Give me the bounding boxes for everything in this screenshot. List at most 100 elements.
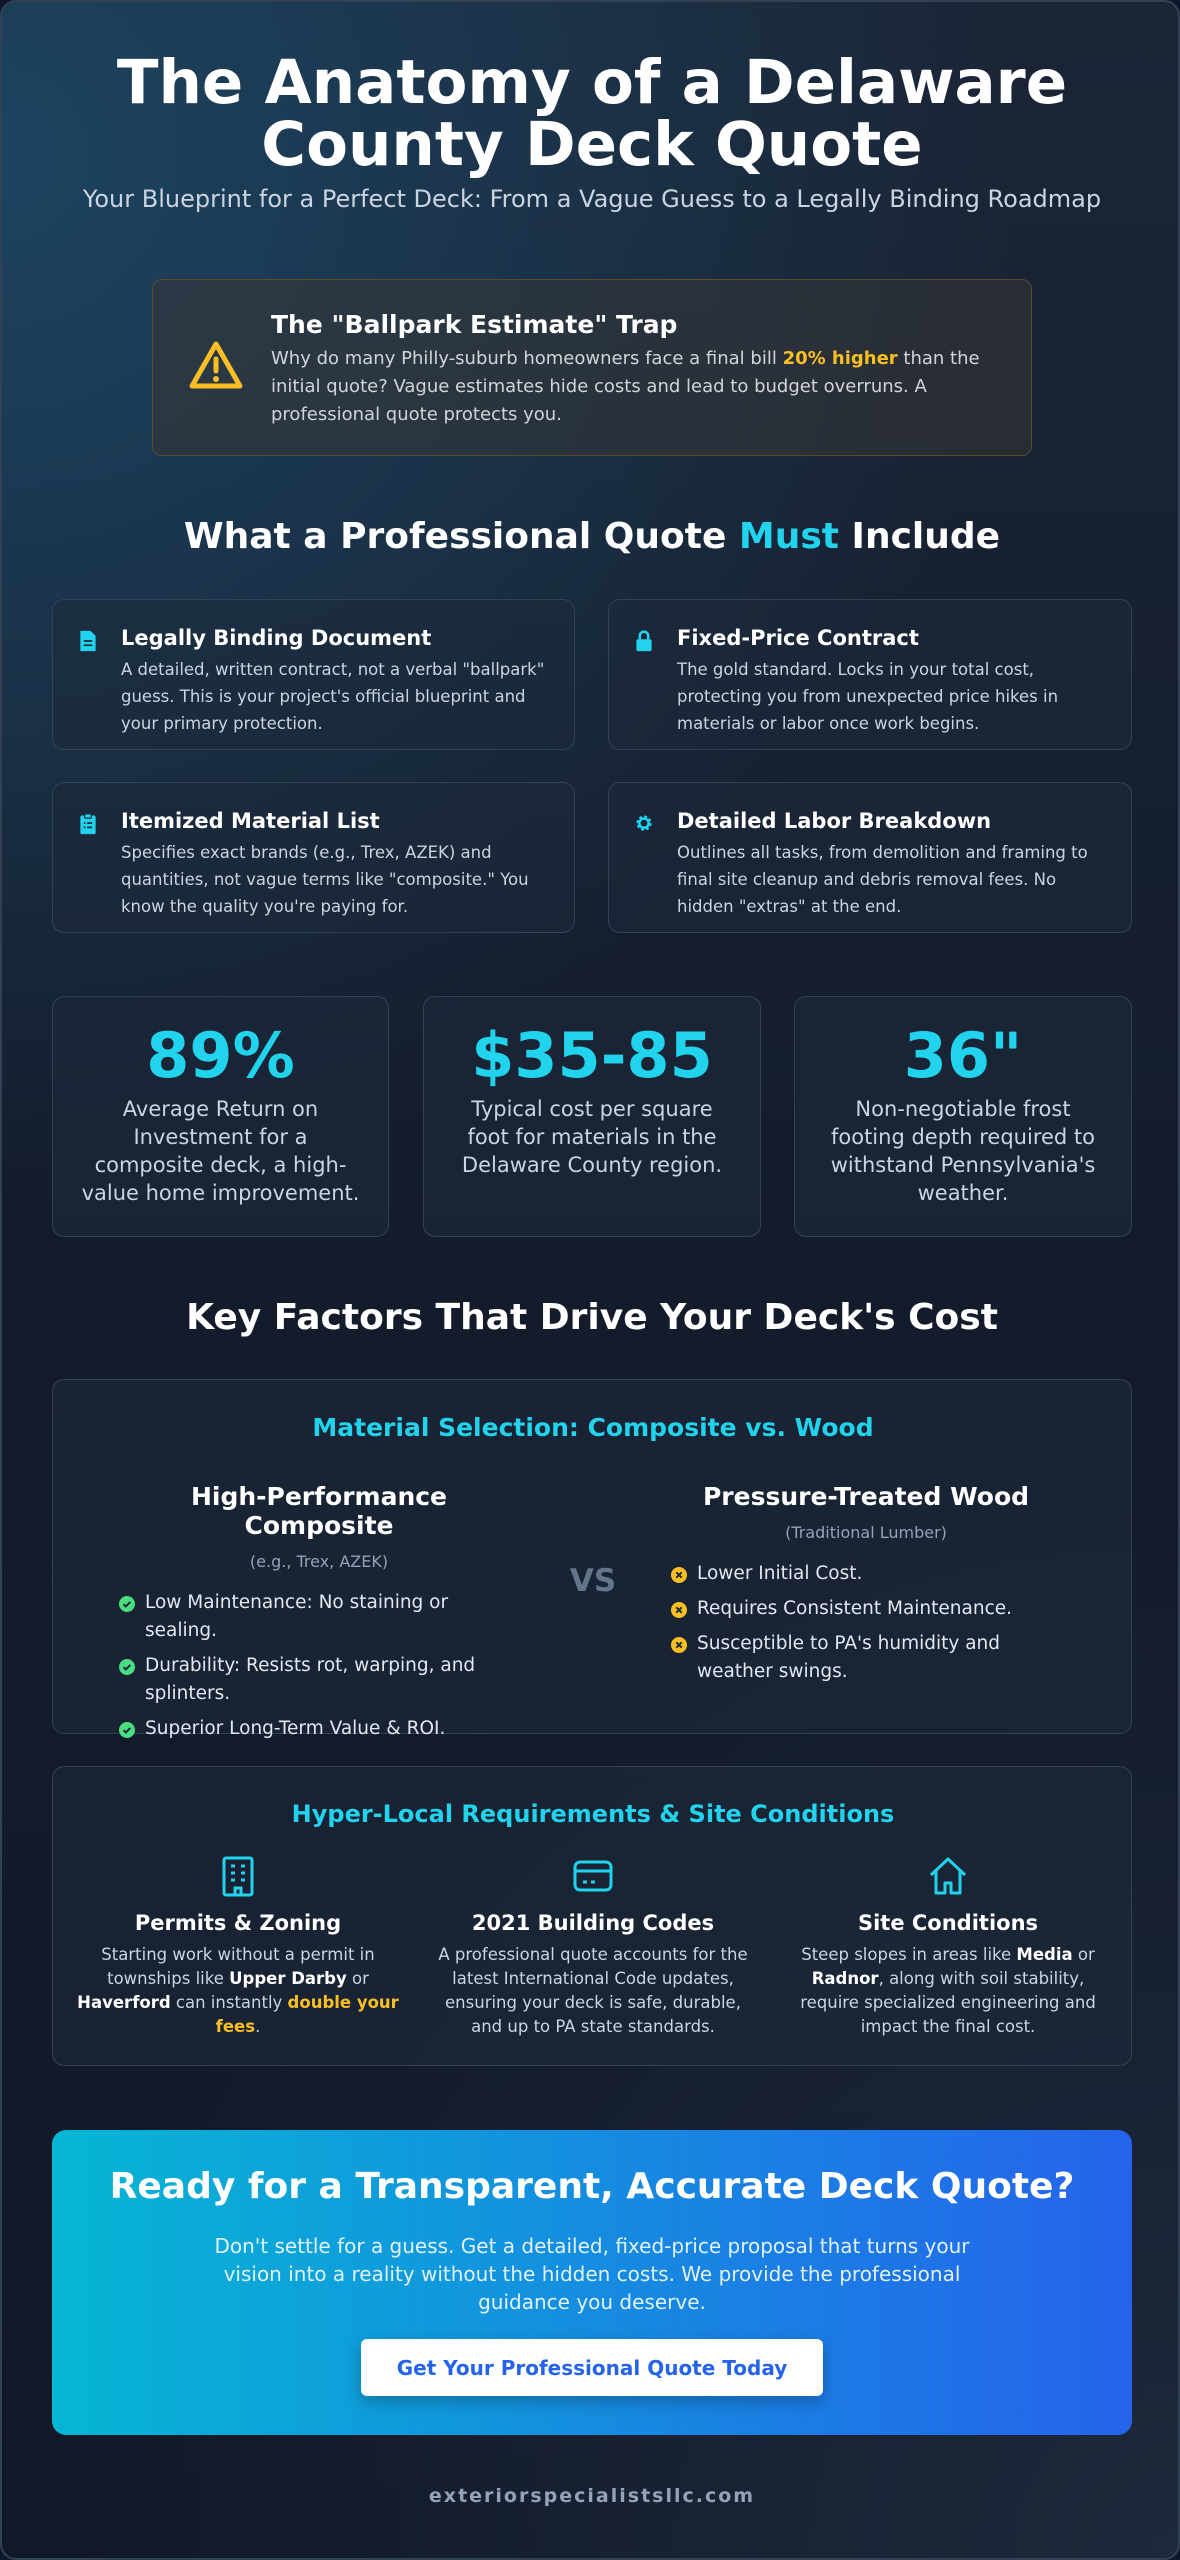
home-icon — [929, 1857, 967, 1895]
cta-title: Ready for a Transparent, Accurate Deck Q… — [109, 2166, 1075, 2207]
stat-label: Non-negotiable frost footing depth requi… — [830, 1097, 1096, 1205]
cta-button[interactable]: Get Your Professional Quote Today — [361, 2339, 823, 2396]
lock-icon — [636, 630, 652, 652]
panel-title: Material Selection: Composite vs. Wood — [312, 1413, 874, 1442]
check-icon — [119, 1596, 135, 1612]
point-text: Lower Initial Cost. — [697, 1563, 863, 1584]
card-title: Legally Binding Document — [121, 626, 432, 650]
stat-label: Typical cost per square foot for materia… — [461, 1097, 723, 1177]
highlight: Must — [738, 516, 840, 557]
stat-value: 36" — [903, 1019, 1023, 1092]
section-heading: Key Factors That Drive Your Deck's Cost — [186, 1297, 998, 1338]
point-list: Low Maintenance: No staining or sealing.… — [119, 1589, 519, 1743]
feature-card: Fixed-Price Contract The gold standard. L… — [608, 599, 1132, 750]
text: can instantly — [170, 1993, 288, 2012]
point-text: Susceptible to PA's humidity and weather… — [697, 1633, 1001, 1682]
x-icon — [671, 1567, 687, 1583]
highlight: Media — [1016, 1945, 1073, 1964]
subtitle: Your Blueprint for a Perfect Deck: From … — [82, 185, 1102, 213]
cta-text: Don't settle for a guess. Get a detailed… — [214, 2234, 970, 2314]
building-icon — [222, 1856, 254, 1897]
point: Superior Long-Term Value & ROI. — [119, 1715, 519, 1743]
card-text: The gold standard. Locks in your total c… — [677, 660, 1059, 733]
point: Durability: Resists rot, warping, and sp… — [119, 1652, 519, 1708]
highlight: 20% higher — [782, 348, 898, 369]
stat-value: $35-85 — [471, 1019, 713, 1092]
card-title: Fixed-Price Contract — [677, 626, 919, 650]
alert-title: The "Ballpark Estimate" Trap — [271, 310, 678, 339]
x-icon — [671, 1637, 687, 1653]
feature-card: Itemized Material List Specifies exact br… — [52, 782, 575, 933]
point: Lower Initial Cost. — [671, 1560, 1061, 1588]
item-text: Steep slopes in areas like Media or Radn… — [783, 1943, 1113, 2039]
warning-icon — [189, 341, 243, 389]
point: Low Maintenance: No staining or sealing. — [119, 1589, 519, 1645]
point-text: Requires Consistent Maintenance. — [697, 1598, 1013, 1619]
alert-body: Why do many Philly-suburb homeowners fac… — [271, 345, 991, 429]
check-icon — [119, 1722, 135, 1738]
highlight: Upper Darby — [229, 1969, 347, 1988]
item-text: Starting work without a permit in townsh… — [73, 1943, 403, 2039]
point-text: Durability: Resists rot, warping, and sp… — [145, 1655, 476, 1704]
local-panel: Hyper-Local Requirements & Site Conditio… — [52, 1766, 1132, 2066]
stat-card: 36" Non-negotiable frost footing depth re… — [794, 996, 1132, 1237]
gear-icon — [636, 815, 652, 831]
card-title: Detailed Labor Breakdown — [677, 809, 992, 833]
clipboard-icon — [80, 813, 96, 835]
text: A professional quote accounts for the la… — [438, 1945, 748, 2036]
title: The Anatomy of a Delaware County Deck Qu… — [116, 47, 1068, 180]
local-item: 2021 Building Codes A professional quote… — [428, 1855, 758, 2039]
feature-card: Legally Binding Document A detailed, writ… — [52, 599, 575, 750]
text: What a Professional Quote — [183, 516, 739, 557]
document-icon — [80, 630, 96, 652]
option-name: High-Performance Composite — [190, 1482, 448, 1540]
point-text: Low Maintenance: No staining or sealing. — [145, 1592, 449, 1641]
panel-title: Hyper-Local Requirements & Site Conditio… — [291, 1800, 895, 1828]
code-icon — [573, 1860, 613, 1892]
card-title: Itemized Material List — [121, 809, 380, 833]
option: Pressure-Treated Wood (Traditional Lumbe… — [671, 1482, 1061, 1693]
text: , along with soil stability, require spe… — [800, 1969, 1096, 2036]
footer: exteriorspecialistsllc.com — [428, 2485, 756, 2507]
check-icon — [119, 1659, 135, 1675]
item-text: A professional quote accounts for the la… — [428, 1943, 758, 2039]
text: Steep slopes in areas like — [801, 1945, 1017, 1964]
item-title: 2021 Building Codes — [471, 1911, 715, 1935]
point: Susceptible to PA's humidity and weather… — [671, 1630, 1061, 1686]
text: Starting work without a permit in townsh… — [101, 1945, 375, 1988]
text: or — [346, 1969, 369, 1988]
item-title: Permits & Zoning — [134, 1911, 342, 1935]
option: High-Performance Composite (e.g., Trex, … — [119, 1482, 519, 1750]
local-item: Permits & Zoning Starting work without a… — [73, 1855, 403, 2039]
card-text: Outlines all tasks, from demolition and … — [677, 843, 1088, 916]
item-title: Site Conditions — [857, 1911, 1039, 1935]
option-note: (Traditional Lumber) — [785, 1523, 947, 1542]
text: Include — [839, 516, 1001, 557]
feature-card: Detailed Labor Breakdown Outlines all tas… — [608, 782, 1132, 933]
card-text: Specifies exact brands (e.g., Trex, AZEK… — [121, 843, 529, 916]
option-note: (e.g., Trex, AZEK) — [249, 1552, 389, 1571]
stat-card: 89% Average Return on Investment for a co… — [52, 996, 389, 1237]
alert-box: The "Ballpark Estimate" Trap Why do many… — [152, 279, 1032, 456]
text: or — [1072, 1945, 1095, 1964]
option-name: Pressure-Treated Wood — [702, 1482, 1030, 1511]
point-text: Superior Long-Term Value & ROI. — [145, 1718, 446, 1739]
highlight: Haverford — [77, 1993, 171, 2012]
card-text: A detailed, written contract, not a verb… — [121, 660, 545, 733]
stat-card: $35-85 Typical cost per square foot for m… — [423, 996, 761, 1237]
text: than the initial quote? Vague estimates … — [271, 348, 980, 425]
stat-label: Average Return on Investment for a compo… — [81, 1097, 360, 1205]
text: . — [255, 2017, 261, 2036]
stat-value: 89% — [146, 1019, 295, 1092]
point: Requires Consistent Maintenance. — [671, 1595, 1061, 1623]
point-list: Lower Initial Cost. Requires Consistent … — [671, 1560, 1061, 1686]
text: Why do many Philly-suburb homeowners fac… — [271, 348, 783, 369]
materials-panel: Material Selection: Composite vs. Wood H… — [52, 1379, 1132, 1739]
highlight: Radnor — [811, 1969, 879, 1988]
section-heading: What a Professional Quote Must Include — [2, 516, 1178, 557]
vs-label: VS — [569, 1563, 617, 1599]
cta-panel: Ready for a Transparent, Accurate Deck Q… — [52, 2130, 1132, 2435]
